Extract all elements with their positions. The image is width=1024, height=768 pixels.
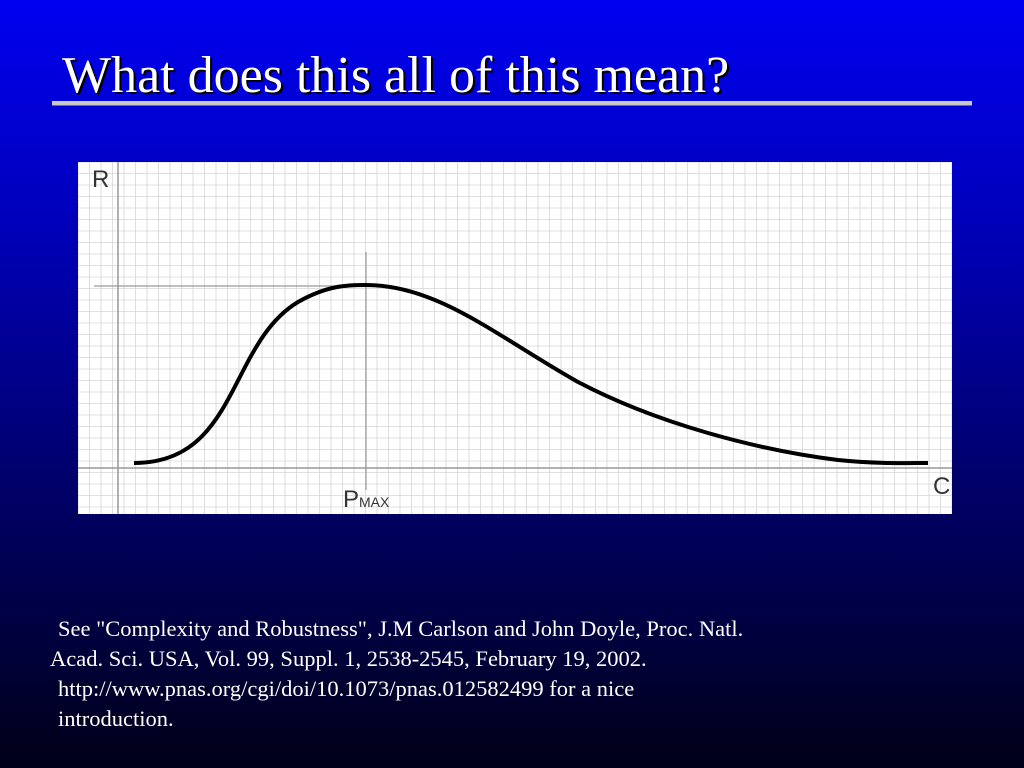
slide-title: What does this all of this mean?: [62, 47, 730, 104]
citation-line-4: introduction.: [58, 706, 174, 731]
citation-text: See "Complexity and Robustness", J.M Car…: [50, 614, 990, 734]
response-curve: [133, 282, 929, 466]
c-axis-label: C: [933, 473, 951, 500]
curve-figure-svg: [78, 162, 952, 514]
citation-line-2: Acad. Sci. USA, Vol. 99, Suppl. 1, 2538-…: [50, 646, 647, 671]
pmax-label-subscript: MAX: [359, 494, 390, 510]
citation-line-3: http://www.pnas.org/cgi/doi/10.1073/pnas…: [58, 676, 635, 701]
grid: [78, 162, 952, 514]
title-underline: [52, 101, 972, 106]
r-axis-label: R: [92, 166, 110, 193]
citation-line-1: See "Complexity and Robustness", J.M Car…: [58, 616, 744, 641]
pmax-label-main: P: [343, 486, 360, 513]
pmax-label: PMAX: [343, 488, 389, 514]
curve-figure: R C PMAX: [78, 162, 952, 514]
